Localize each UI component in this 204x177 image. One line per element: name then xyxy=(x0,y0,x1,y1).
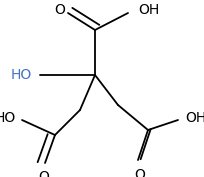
Text: O: O xyxy=(54,3,65,17)
Text: O: O xyxy=(39,170,49,177)
Text: HO: HO xyxy=(11,68,32,82)
Text: OH: OH xyxy=(185,111,204,125)
Text: HO: HO xyxy=(0,111,16,125)
Text: O: O xyxy=(135,168,145,177)
Text: OH: OH xyxy=(138,3,159,17)
